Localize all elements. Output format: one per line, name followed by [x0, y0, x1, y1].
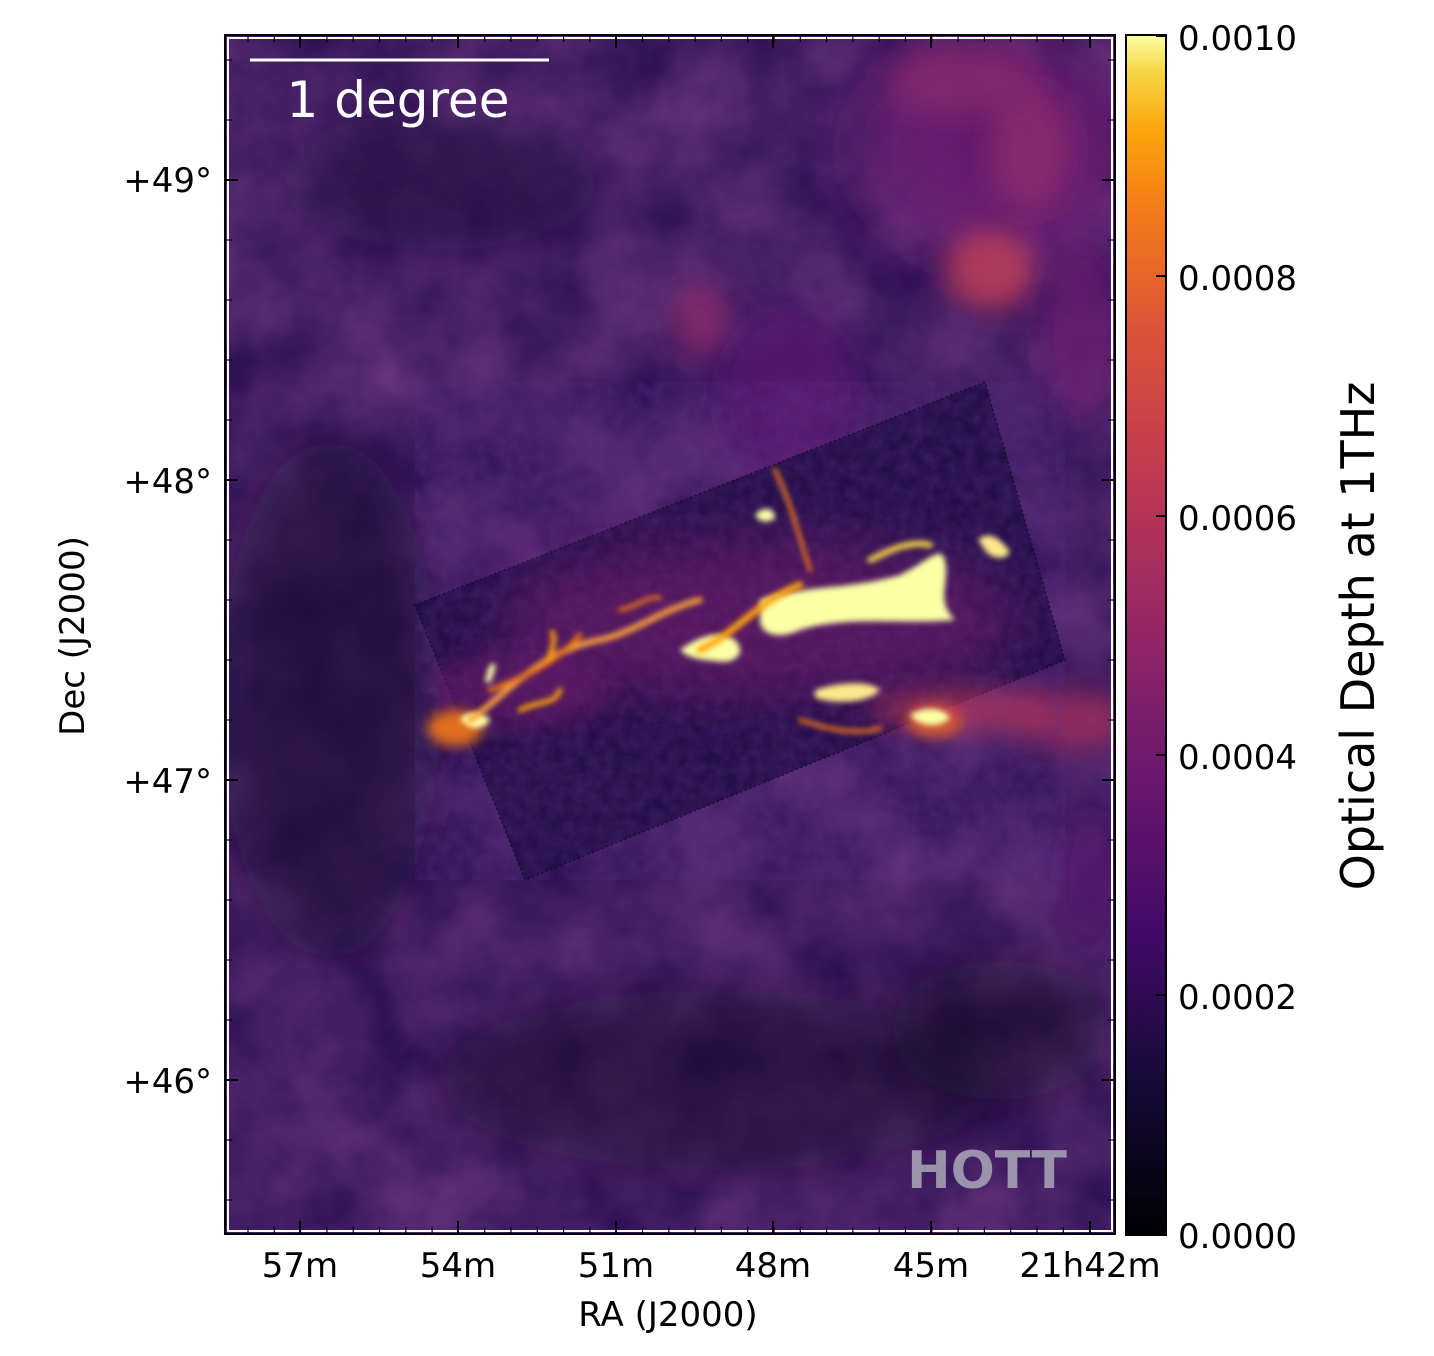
- scale-bar-label: 1 degree: [287, 71, 510, 129]
- colorbar-tick-label: 0.0006: [1178, 499, 1297, 539]
- colorbar-tick-label: 0.0000: [1178, 1217, 1297, 1257]
- minor-ticks: [226, 36, 1114, 1233]
- colorbar-tick-label: 0.0008: [1178, 259, 1297, 299]
- y-tick-label: +46°: [123, 1062, 212, 1102]
- y-tick-label: +48°: [123, 462, 212, 502]
- colorbar: 0.0010 0.0008 0.0006 0.0004 0.0002 0.000…: [1125, 19, 1385, 1257]
- scale-bar: 1 degree: [250, 58, 549, 129]
- map-image: [226, 36, 1114, 1233]
- colorbar-gradient: [1125, 34, 1167, 1236]
- x-tick-label: 57m: [262, 1246, 338, 1286]
- y-tick-label: +47°: [123, 762, 212, 802]
- x-tick-label: 21h42m: [1019, 1246, 1160, 1286]
- colorbar-title: Optical Depth at 1THz: [1331, 382, 1385, 891]
- colorbar-tick-label: 0.0002: [1178, 978, 1297, 1018]
- x-tick-labels: 57m 54m 51m 48m 45m 21h42m: [262, 1246, 1161, 1286]
- y-axis-title: Dec (J2000): [53, 536, 93, 736]
- x-tick-label: 45m: [893, 1246, 969, 1286]
- hott-watermark: HOTT: [907, 1141, 1067, 1201]
- x-tick-label: 54m: [420, 1246, 496, 1286]
- colorbar-tick-label: 0.0010: [1178, 19, 1297, 59]
- plot-frame: [224, 34, 1116, 1235]
- x-tick-label: 48m: [735, 1246, 811, 1286]
- y-tick-labels: +49° +48° +47° +46°: [123, 161, 212, 1102]
- x-axis-title: RA (J2000): [578, 1295, 757, 1335]
- x-tick-label: 51m: [578, 1246, 654, 1286]
- colorbar-tick-label: 0.0004: [1178, 738, 1297, 778]
- y-tick-label: +49°: [123, 161, 212, 201]
